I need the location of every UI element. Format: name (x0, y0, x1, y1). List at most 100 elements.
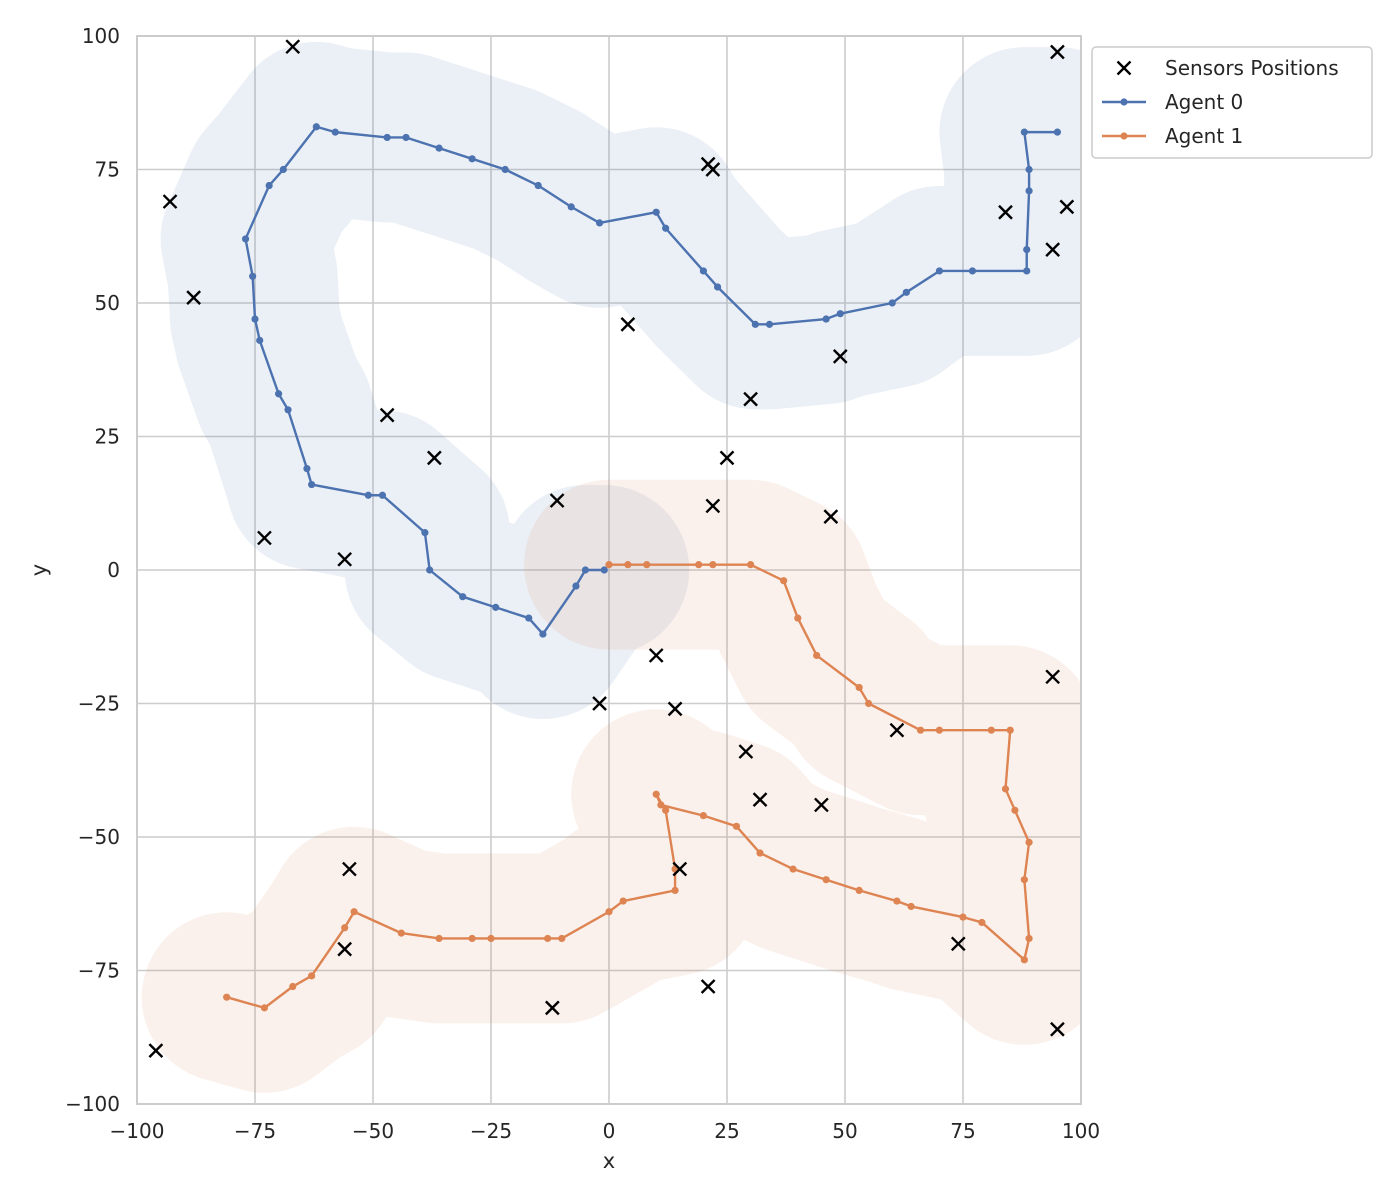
y-tick-label: 25 (95, 425, 120, 449)
data-point (907, 902, 915, 911)
data-point (1025, 165, 1033, 174)
sensor-marker (705, 498, 721, 514)
y-axis-label: y (27, 564, 51, 576)
sensor-marker (700, 979, 716, 994)
data-point (581, 566, 590, 574)
data-point (341, 924, 349, 932)
data-point (624, 561, 632, 569)
data-point (822, 876, 830, 884)
data-point (468, 155, 476, 163)
data-point (968, 267, 977, 275)
data-point (525, 614, 533, 622)
data-point (275, 390, 283, 398)
sensor-marker (337, 941, 353, 957)
data-point (699, 267, 708, 275)
data-point (1001, 785, 1010, 793)
data-point (732, 822, 741, 830)
data-point (1020, 876, 1028, 884)
sensor-marker (950, 936, 966, 952)
data-point (256, 336, 264, 344)
sensor-marker (672, 861, 688, 877)
sensor-marker (1050, 1021, 1065, 1037)
data-point (695, 561, 703, 569)
data-point (765, 320, 774, 328)
data-point (289, 982, 297, 991)
legend-label-agent-0: Agent 0 (1165, 90, 1243, 114)
sensor-marker (823, 509, 839, 524)
data-point (671, 886, 679, 895)
legend-marker-agent-0 (1120, 98, 1128, 106)
data-point (350, 908, 358, 916)
data-point (978, 918, 986, 927)
data-point (421, 529, 429, 537)
sensor-marker (337, 551, 353, 567)
sensor-marker (427, 450, 442, 466)
data-point (822, 315, 830, 323)
data-point (260, 1004, 269, 1012)
data-point (713, 283, 722, 291)
data-point (916, 726, 925, 734)
sensor-marker (148, 1043, 164, 1058)
sensor-marker (549, 493, 565, 508)
sensor-marker (379, 407, 395, 423)
data-point (308, 972, 316, 980)
sensor-marker (285, 39, 301, 55)
legend-box (1091, 46, 1373, 159)
data-point (1020, 956, 1028, 964)
y-tick-label: 0 (107, 558, 120, 582)
plot-frame (136, 35, 1082, 1105)
sensor-marker (545, 1000, 560, 1016)
data-point (935, 267, 944, 275)
x-tick-label: −25 (470, 1119, 512, 1143)
data-point (1025, 934, 1033, 943)
legend-sensor-marker (1116, 60, 1132, 76)
x-tick-label: 50 (832, 1119, 857, 1143)
data-point (619, 897, 627, 905)
data-point (223, 993, 231, 1001)
sensor-marker (162, 194, 178, 209)
data-point (605, 561, 613, 569)
data-point (699, 812, 708, 820)
x-tick-label: −75 (234, 1119, 276, 1143)
sensor-marker (186, 290, 201, 306)
data-point (378, 491, 387, 499)
sensor-marker (832, 349, 848, 364)
legend-marker-agent-1 (1120, 132, 1128, 140)
data-point (789, 865, 797, 873)
legend-label-agent-1: Agent 1 (1165, 124, 1243, 148)
data-point (1023, 246, 1031, 254)
data-point (1053, 128, 1061, 136)
data-point (558, 934, 566, 943)
sensor-marker (342, 861, 357, 877)
data-point (251, 315, 259, 323)
series-agent-1 (223, 561, 1033, 1012)
data-point (662, 806, 670, 814)
data-point (959, 913, 967, 921)
x-axis-label: x (603, 1149, 615, 1173)
data-point (544, 934, 552, 943)
data-point (331, 128, 339, 136)
data-point (813, 651, 821, 660)
x-tick-label: 75 (950, 1119, 975, 1143)
data-point (1020, 128, 1028, 136)
legend-label-sensors: Sensors Positions (1165, 56, 1339, 80)
data-point (756, 849, 764, 857)
data-point (241, 235, 250, 243)
y-tick-label: −75 (78, 959, 120, 983)
data-point (572, 582, 580, 590)
data-point (435, 144, 443, 152)
data-point (397, 929, 405, 937)
data-point (652, 208, 660, 216)
data-point (1006, 726, 1014, 734)
data-point (1011, 806, 1019, 814)
data-point (487, 934, 495, 943)
y-tick-label: 100 (82, 24, 120, 48)
sensor-marker (889, 722, 905, 738)
data-point (459, 593, 467, 601)
data-point (279, 165, 287, 174)
data-point (652, 790, 660, 798)
data-point (902, 288, 910, 296)
data-point (1025, 187, 1033, 195)
x-tick-label: 25 (714, 1119, 739, 1143)
